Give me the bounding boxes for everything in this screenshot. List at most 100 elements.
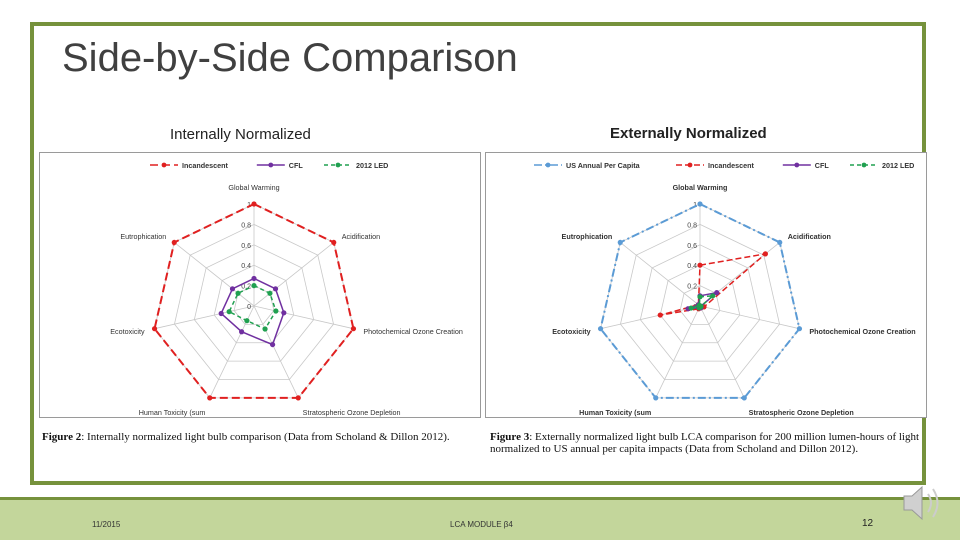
chart1-legend-label: Incandescent: [708, 161, 755, 170]
chart0-series-point: [235, 290, 241, 296]
chart0-legend-marker: [161, 162, 167, 168]
chart1-category-label: Stratospheric Ozone Depletion: [749, 408, 854, 417]
left-heading: Internally Normalized: [170, 126, 311, 143]
chart0-series-point: [218, 310, 224, 317]
chart0-series-point: [331, 239, 337, 246]
chart1-series-point: [657, 312, 663, 318]
chart1-tick-label: 0.6: [687, 243, 697, 250]
chart0-category-label: Human Toxicity (sum: [139, 408, 206, 417]
chart1-category-label: Acidification: [788, 232, 831, 241]
chart0-series-point: [295, 395, 301, 401]
chart1-legend-label: 2012 LED: [882, 161, 914, 170]
chart0-category-label: Stratospheric Ozone Depletion: [303, 408, 401, 417]
chart1-tick-label: 0.2: [687, 284, 697, 291]
chart0-tick-label: 0.4: [241, 263, 251, 270]
chart0-grid-ring: [193, 244, 315, 362]
chart0-series-point: [171, 239, 177, 246]
slide-title: Side-by-Side Comparison: [62, 36, 518, 80]
chart0-spoke: [253, 305, 299, 399]
right-caption-text: : Externally normalized light bulb LCA c…: [490, 431, 920, 455]
chart1-grid-ring: [639, 244, 761, 362]
chart0-grid-ring: [213, 264, 295, 344]
chart0-category-label: Ecotoxicity: [110, 327, 145, 336]
chart0-spoke: [253, 305, 354, 330]
chart1-series-point: [617, 239, 623, 246]
chart1-spoke: [699, 305, 745, 399]
chart0-series-point: [281, 310, 287, 316]
chart0-category-label: Eutrophication: [120, 232, 166, 241]
chart1-series-line: [599, 202, 801, 399]
chart1-category-label: Photochemical Ozone Creation: [809, 327, 915, 336]
chart1-series-point: [696, 302, 702, 308]
chart1-series-point: [653, 395, 659, 401]
right-caption: Figure 3: Externally normalized light bu…: [490, 431, 920, 455]
chart0-spoke: [174, 242, 255, 307]
chart0-category-label: Global Warming: [228, 183, 279, 192]
chart1-series-point: [741, 395, 747, 401]
chart0-legend-label: Incandescent: [182, 161, 229, 170]
chart0-series-point: [251, 283, 257, 289]
chart0-tick-label: 0.2: [241, 284, 251, 291]
chart0-series-point: [273, 308, 279, 314]
chart1-series-point: [777, 239, 783, 246]
chart1-legend-marker: [545, 162, 551, 168]
chart1-category-label: Eutrophication: [562, 232, 613, 241]
chart0-legend-label: 2012 LED: [356, 161, 388, 170]
chart1-series-point: [697, 294, 703, 300]
footer-module: LCA MODULE β4: [450, 520, 513, 529]
chart0-series-point: [244, 318, 250, 324]
chart1-tick-label: 0.4: [687, 263, 697, 270]
chart1-series-point: [697, 262, 703, 268]
chart0-legend-marker: [268, 162, 274, 168]
page-number: 12: [862, 518, 874, 529]
chart1-legend-label: CFL: [815, 161, 830, 170]
chart1-legend-marker: [861, 162, 867, 168]
chart0-series-line: [228, 284, 277, 330]
chart0-category-label: Acidification: [342, 232, 380, 241]
chart1-grid-ring: [620, 223, 780, 380]
chart1-tick-label: 0.8: [687, 222, 697, 229]
chart1-spoke: [699, 305, 800, 330]
chart1-category-label: Human Toxicity (sum: [579, 408, 651, 417]
chart0-legend-label: CFL: [289, 161, 304, 170]
chart0-category-label: Photochemical Ozone Creation: [363, 327, 462, 336]
chart0-spoke: [154, 305, 255, 330]
chart1-series-point: [697, 201, 703, 207]
chart1-grid-ring: [659, 264, 741, 344]
audio-speaker-icon[interactable]: [898, 480, 948, 526]
chart1-legend-marker: [794, 162, 800, 168]
right-heading: Externally Normalized: [610, 125, 767, 142]
footer-band: [0, 500, 960, 540]
chart0-spoke: [253, 242, 334, 307]
left-caption-text: : Internally normalized light bulb compa…: [81, 431, 450, 443]
chart0-grid-ring: [174, 223, 334, 380]
chart0-series-point: [239, 329, 245, 335]
external-radar-chart: 0 0.2 0.4 0.6 0.8 1 Global Warming Acidificatio…: [485, 152, 927, 418]
chart0-series-point: [226, 309, 232, 315]
chart0-legend-marker: [335, 162, 341, 168]
chart0-series-line: [153, 202, 355, 399]
chart0-series-point: [251, 201, 257, 207]
chart0-series-point: [229, 286, 236, 292]
chart0-tick-label: 0: [247, 304, 251, 311]
chart1-spoke: [655, 305, 701, 399]
chart1-spoke: [620, 242, 701, 307]
chart0-series-line: [220, 277, 285, 346]
chart0-series-point: [267, 290, 273, 296]
footer-date: 11/2015: [92, 520, 121, 529]
chart0-series-point: [272, 286, 279, 292]
chart1-series-point: [710, 293, 716, 299]
chart0-tick-label: 0.6: [241, 243, 251, 250]
chart1-category-label: Ecotoxicity: [552, 327, 590, 336]
chart1-legend-label: US Annual Per Capita: [566, 161, 641, 170]
left-caption-label: Figure 2: [42, 431, 82, 443]
footer-divider: [0, 497, 960, 501]
chart0-series-point: [350, 326, 357, 332]
right-caption-label: Figure 3: [490, 431, 530, 443]
internal-radar-chart: 0 0.2 0.4 0.6 0.8 1 Global Warming Acidificatio…: [39, 152, 481, 418]
chart1-series-point: [688, 305, 694, 311]
chart0-series-point: [269, 341, 276, 348]
chart1-series-point: [762, 251, 768, 257]
chart1-legend-marker: [687, 162, 693, 168]
